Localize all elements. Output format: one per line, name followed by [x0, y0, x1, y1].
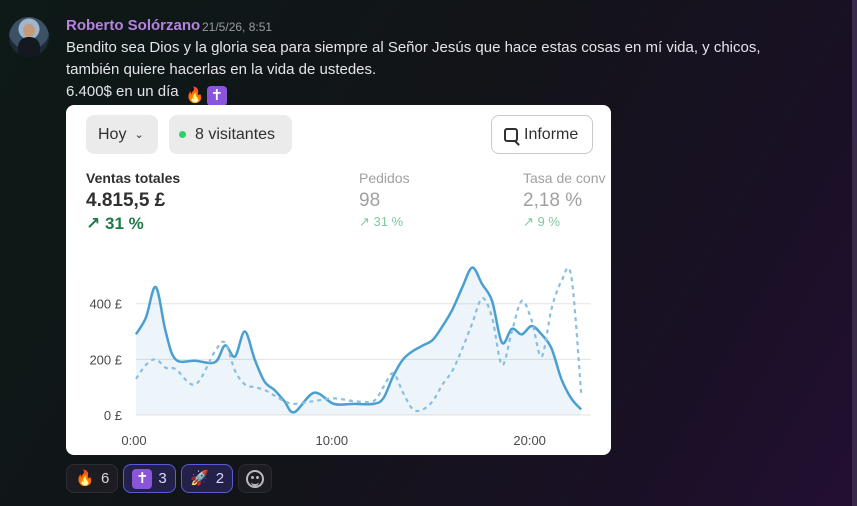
x-tick-label: 20:00: [513, 433, 546, 448]
metric-change: ↗ 9 %: [523, 214, 606, 230]
avatar[interactable]: [9, 17, 49, 57]
metric-value: 2,18 %: [523, 190, 583, 211]
author-name[interactable]: Roberto Solórzano: [66, 17, 201, 34]
latin-cross-emoji-icon: ✝: [206, 86, 227, 106]
reaction-rocket[interactable]: 🚀 2: [180, 464, 234, 493]
reaction-count: 6: [101, 470, 110, 487]
metric-change: ↗ 31 %: [359, 214, 410, 230]
series-line-today: [134, 266, 583, 414]
y-tick-label: 200 £: [89, 352, 122, 367]
live-dot-icon: [179, 131, 186, 138]
report-button: Informe: [491, 115, 593, 154]
sales-line-chart: 0 £ 200 £ 400 £ 0:00 10:00 20:00: [89, 266, 591, 448]
add-reaction-button[interactable]: [238, 464, 273, 493]
arrow-up-right-icon: ↗: [86, 214, 101, 233]
smiley-add-icon: [246, 469, 265, 488]
reaction-count: 3: [158, 470, 167, 487]
attached-image-card[interactable]: Hoy ⌄ 8 visitantes Informe Ventas totale…: [66, 105, 611, 455]
latin-cross-emoji-icon: ✝: [132, 468, 153, 489]
metric-total-sales: Ventas totales 4.815,5 £ ↗ 31 %: [86, 170, 180, 234]
reaction-latin-cross[interactable]: ✝ 3: [123, 464, 176, 493]
x-tick-label: 0:00: [121, 433, 146, 448]
reaction-fire[interactable]: 🔥 6: [66, 464, 119, 493]
metric-change-value: 31 %: [104, 214, 144, 233]
metric-label: Pedidos: [359, 170, 410, 186]
metric-label: Tasa de conv: [523, 170, 606, 186]
metric-label: Ventas totales: [86, 170, 181, 186]
period-dropdown: Hoy ⌄: [86, 115, 158, 154]
series-area: [136, 267, 582, 415]
reaction-count: 2: [215, 470, 225, 487]
message-timestamp: 21/5/26, 8:51: [202, 20, 273, 34]
arrow-up-right-icon: ↗: [523, 214, 534, 229]
arrow-up-right-icon: ↗: [359, 214, 370, 229]
metric-orders: Pedidos 98 ↗ 31 %: [359, 170, 410, 230]
rocket-emoji-icon: 🚀: [190, 469, 210, 487]
fire-emoji-icon: 🔥: [185, 87, 205, 104]
y-tick-label: 0 £: [104, 408, 123, 423]
message-text-line: también quiere hacerlas en la vida de us…: [66, 61, 377, 78]
scrollbar[interactable]: [852, 0, 857, 506]
reactions-bar: 🔥 6 ✝ 3 🚀 2: [66, 464, 273, 493]
period-dropdown-label: Hoy: [98, 125, 127, 143]
metric-value: 98: [359, 190, 381, 211]
message-text-line: Bendito sea Dios y la gloria sea para si…: [66, 39, 761, 56]
message-text-line: 6.400$ en un día 🔥 ✝: [66, 83, 227, 106]
report-search-icon: [504, 127, 518, 142]
metric-value: 4.815,5 £: [86, 190, 166, 211]
chevron-down-icon: ⌄: [134, 129, 144, 141]
metric-change-value: 9 %: [537, 214, 560, 229]
visitors-label: 8 visitantes: [195, 125, 276, 143]
metric-change-value: 31 %: [373, 214, 404, 229]
y-tick-label: 400 £: [89, 297, 122, 312]
report-button-label: Informe: [524, 125, 579, 143]
metric-conversion: Tasa de conv 2,18 % ↗ 9 %: [523, 170, 606, 230]
message-text-line-3: 6.400$ en un día: [66, 83, 179, 100]
fire-emoji-icon: 🔥: [75, 469, 95, 487]
x-tick-label: 10:00: [316, 433, 349, 448]
metric-change: ↗ 31 %: [86, 214, 180, 234]
visitors-pill: 8 visitantes: [169, 115, 292, 154]
